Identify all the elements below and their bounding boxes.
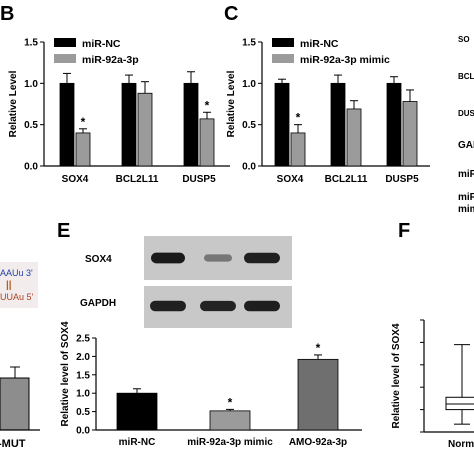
chart-b-sig-mark: * — [205, 98, 210, 112]
chart-c-legend-swatch — [272, 38, 294, 47]
chart-e-y-tick-label: 1.5 — [76, 370, 90, 381]
chart-c-bar — [402, 101, 418, 167]
cutoff-right-labels: SO BCL DUS GAF miR miR-9mim — [458, 35, 474, 215]
cutoff-sequence-bottom: UUAu 5' — [0, 292, 34, 302]
cutoff-right-label: BCL — [458, 72, 474, 81]
cutoff-bar — [0, 377, 30, 431]
chart-b-bar — [137, 92, 153, 167]
chart-e-bar — [297, 358, 339, 431]
chart-b-x-tick-label: SOX4 — [62, 174, 89, 185]
panel-letter-f: F — [398, 220, 410, 242]
chart-c-bar — [290, 132, 306, 167]
chart-c-legend-label: miR-NC — [300, 38, 339, 50]
chart-c-x-tick-label: BCL2L11 — [325, 174, 368, 185]
chart-f-x-tick-label: Norm — [448, 439, 474, 450]
chart-b-x-tick-label: DUSP5 — [182, 174, 216, 185]
chart-e-y-label: Relative level of SOX4 — [60, 321, 71, 426]
cutoff-right-label: mim — [458, 204, 474, 215]
chart-b-y-tick-label: 1.5 — [24, 38, 38, 49]
panel-letter-b: B — [0, 3, 14, 25]
chart-e-bar — [116, 392, 158, 431]
cutoff-right-label: miR-9 — [458, 192, 474, 203]
chart-e-sig-mark: * — [228, 395, 233, 409]
chart-c: 0.0 0.5 1.0 1.5 Relative Level * SOX4 BCL2L11 DU… — [226, 38, 430, 185]
cutoff-pairing-bars: || — [6, 280, 12, 291]
cutoff-sequence-box — [0, 262, 38, 308]
chart-f-box — [445, 396, 474, 411]
chart-e-y-tick-label: 0.0 — [76, 426, 90, 437]
chart-c-legend-label: miR-92a-3p mimic — [300, 54, 390, 66]
chart-c-y-tick-label: 0.5 — [242, 120, 256, 131]
chart-b-legend-label: miR-92a-3p — [82, 54, 139, 66]
chart-c-legend-swatch — [272, 54, 294, 63]
chart-f: Relative level of SOX4 Norm — [391, 319, 474, 450]
cutoff-right-label: miR — [458, 169, 474, 180]
chart-b-sig-mark: * — [81, 115, 86, 129]
chart-e-y-tick-label: 1.0 — [76, 389, 90, 400]
chart-b-y-tick-label: 0.0 — [24, 162, 38, 173]
chart-c-y-tick-label: 0.0 — [242, 162, 256, 173]
chart-e-y-tick-label: 2.0 — [76, 352, 90, 363]
chart-b-bar — [199, 118, 215, 167]
cutoff-sequence-top: AAUu 3' — [0, 268, 33, 278]
chart-e-y-tick-label: 0.5 — [76, 407, 90, 418]
chart-b-y-tick-label: 1.0 — [24, 79, 38, 90]
chart-e-sig-mark: * — [316, 341, 321, 355]
chart-b-bar — [183, 82, 199, 167]
chart-b-legend-swatch — [54, 38, 76, 47]
chart-e: 0.0 0.5 1.0 1.5 2.0 2.5 Relative level of SOX4… — [60, 321, 362, 448]
cutoff-right-label: GAF — [458, 140, 474, 151]
chart-e-y-tick-label: 2.5 — [76, 334, 90, 345]
blot-band-sox4 — [151, 252, 185, 264]
chart-c-x-tick-label: DUSP5 — [385, 174, 419, 185]
blot-band-sox4 — [244, 252, 280, 264]
blot-band-gapdh — [244, 300, 280, 312]
chart-b-y-label: Relative Level — [8, 70, 19, 137]
chart-c-bar — [274, 82, 290, 167]
panel-letter-e: E — [57, 220, 70, 242]
blot-bands — [150, 252, 280, 312]
chart-c-bar — [386, 82, 402, 167]
cutoff-xlabel: -MUT — [0, 438, 26, 450]
chart-b-x-tick-label: BCL2L11 — [116, 174, 159, 185]
chart-c-sig-mark: * — [296, 111, 301, 125]
chart-b-legend-label: miR-NC — [82, 38, 121, 50]
chart-c-y-tick-label: 1.0 — [242, 79, 256, 90]
chart-f-y-label: Relative level of SOX4 — [391, 323, 402, 428]
chart-c-bar — [346, 108, 362, 167]
chart-b-bar — [75, 132, 91, 167]
blot-label-sox4: SOX4 — [85, 254, 112, 265]
cutoff-right-label: SO — [458, 35, 470, 44]
blot-band-gapdh — [200, 300, 236, 312]
chart-e-x-tick-label: AMO-92a-3p — [289, 437, 347, 448]
chart-e-bar — [209, 410, 251, 431]
blot-band-gapdh — [150, 300, 186, 312]
chart-b: 0.0 0.5 1.0 1.5 Relative Level * SOX4 BCL2L11 * D… — [8, 38, 230, 185]
chart-b-bar — [59, 82, 75, 167]
chart-c-bar — [330, 82, 346, 167]
blot-band-sox4 — [204, 254, 232, 262]
chart-e-x-tick-label: miR-NC — [119, 437, 156, 448]
chart-b-legend-swatch — [54, 54, 76, 63]
chart-c-y-tick-label: 1.5 — [242, 38, 256, 49]
chart-e-x-tick-label: miR-92a-3p mimic — [187, 437, 273, 448]
chart-b-bar — [121, 82, 137, 167]
blot-label-gapdh: GAPDH — [80, 298, 116, 309]
chart-b-y-tick-label: 0.5 — [24, 120, 38, 131]
cutoff-right-label: DUS — [458, 109, 474, 118]
panel-letter-c: C — [224, 3, 238, 25]
chart-c-x-tick-label: SOX4 — [277, 174, 304, 185]
chart-c-y-label: Relative Level — [226, 70, 237, 137]
